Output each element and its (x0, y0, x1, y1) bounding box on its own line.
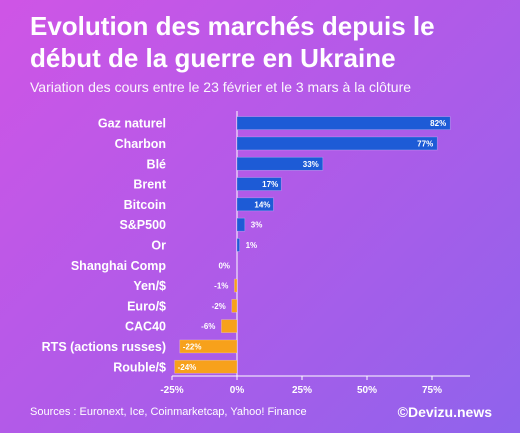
x-tick-label: 75% (422, 385, 442, 396)
bar (236, 238, 240, 252)
data-label: -22% (183, 342, 202, 351)
data-label: 33% (303, 160, 319, 169)
category-label: CAC40 (125, 320, 166, 334)
category-label: Euro/$ (127, 299, 166, 313)
data-label: -1% (214, 282, 228, 291)
brand-label: ©Devizu.news (397, 404, 492, 420)
category-label: Gaz naturel (98, 117, 166, 131)
category-label: Bitcoin (124, 198, 166, 212)
data-label: 3% (251, 221, 263, 230)
category-label: Shanghai Comp (71, 259, 167, 273)
bar (179, 339, 238, 354)
bar (236, 116, 451, 130)
x-tick-label: 25% (292, 385, 312, 396)
data-label: -24% (178, 363, 197, 372)
category-label: Charbon (115, 137, 166, 151)
bar (221, 319, 238, 333)
chart-title: Evolution des marchés depuis le début de… (30, 11, 435, 73)
bar (174, 359, 238, 374)
bar (236, 217, 246, 232)
category-label: Or (151, 238, 166, 252)
category-label: Blé (147, 157, 167, 171)
bar (236, 197, 274, 212)
data-label: 1% (246, 241, 258, 250)
data-label: 0% (218, 261, 230, 270)
category-label: Yen/$ (133, 279, 166, 293)
category-label: Brent (133, 178, 166, 192)
bar (236, 136, 438, 151)
data-label: -6% (201, 322, 215, 331)
bar (236, 177, 282, 191)
data-label: -2% (212, 302, 226, 311)
chart-subtitle: Variation des cours entre le 23 février … (30, 79, 412, 95)
data-label: 82% (430, 119, 446, 128)
data-label: 14% (254, 200, 270, 209)
sources-note: Sources : Euronext, Ice, Coinmarketcap, … (30, 406, 307, 418)
category-label: RTS (actions russes) (42, 340, 166, 354)
bar (231, 299, 238, 313)
x-tick-label: 50% (357, 385, 377, 396)
category-label: S&P500 (119, 218, 166, 232)
category-label: Rouble/$ (113, 360, 166, 374)
x-tick-label: 0% (230, 385, 245, 396)
data-label: 17% (262, 180, 278, 189)
data-label: 77% (417, 139, 433, 148)
x-tick-label: -25% (160, 385, 183, 396)
bar (234, 278, 238, 293)
bar (236, 156, 324, 171)
